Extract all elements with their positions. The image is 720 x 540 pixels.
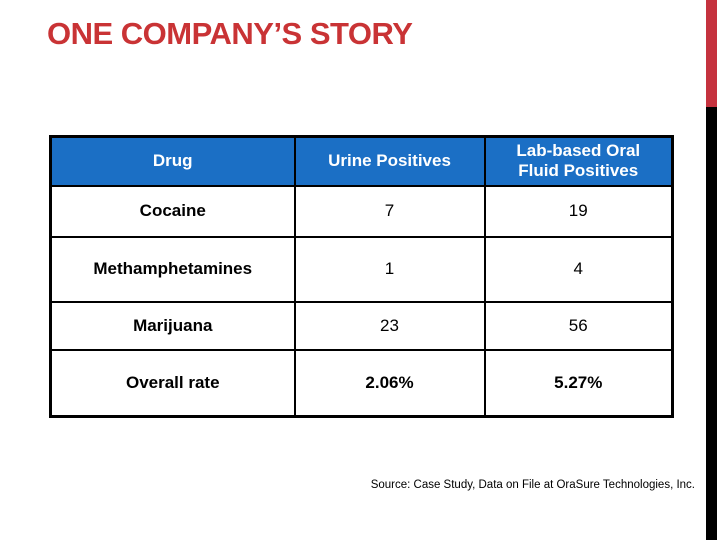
source-note: Source: Case Study, Data on File at OraS… <box>370 479 695 491</box>
column-header-urine-positives: Urine Positives <box>293 135 486 187</box>
drug-name-cell: Overall rate <box>49 348 296 418</box>
oral-fluid-positives-cell: 19 <box>483 184 674 238</box>
edge-accent-red-segment <box>706 0 717 107</box>
table-header-row: Drug Urine Positives Lab-based Oral Flui… <box>49 135 674 187</box>
drug-test-results-table: Drug Urine Positives Lab-based Oral Flui… <box>49 135 674 418</box>
urine-positives-cell: 23 <box>293 300 486 351</box>
drug-name-cell: Marijuana <box>49 300 296 351</box>
table-row: Cocaine 7 19 <box>49 184 674 238</box>
drug-name-cell: Cocaine <box>49 184 296 238</box>
column-header-oral-fluid-positives: Lab-based Oral Fluid Positives <box>483 135 674 187</box>
oral-fluid-positives-cell: 4 <box>483 235 674 303</box>
urine-positives-cell: 1 <box>293 235 486 303</box>
oral-fluid-positives-cell: 56 <box>483 300 674 351</box>
table-row: Marijuana 23 56 <box>49 300 674 351</box>
drug-name-cell: Methamphetamines <box>49 235 296 303</box>
oral-fluid-positives-cell: 5.27% <box>483 348 674 418</box>
edge-accent-bar <box>706 0 717 540</box>
urine-positives-cell: 2.06% <box>293 348 486 418</box>
column-header-drug: Drug <box>49 135 296 187</box>
table-row-overall-rate: Overall rate 2.06% 5.27% <box>49 348 674 418</box>
page-title: ONE COMPANY’S STORY <box>47 16 413 51</box>
edge-accent-black-segment <box>706 107 717 540</box>
urine-positives-cell: 7 <box>293 184 486 238</box>
table-row: Methamphetamines 1 4 <box>49 235 674 303</box>
